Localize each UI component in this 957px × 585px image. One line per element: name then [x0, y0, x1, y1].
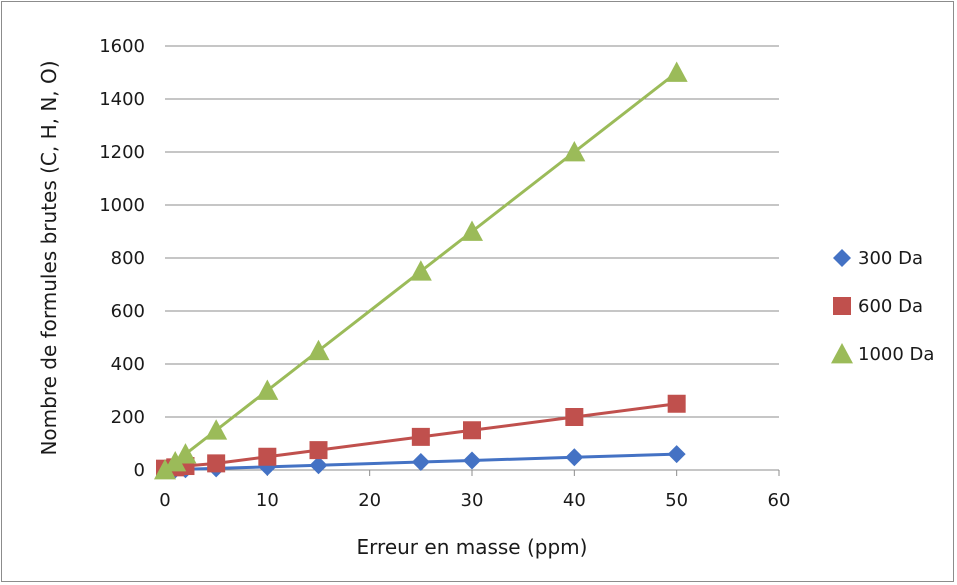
x-tick-label: 60	[768, 490, 791, 511]
data-point	[563, 141, 586, 162]
data-point	[309, 441, 328, 460]
legend-item: 1000 Da	[831, 343, 934, 365]
data-point	[309, 456, 328, 475]
legend-marker	[833, 249, 851, 267]
data-point	[207, 454, 226, 473]
y-tick-label: 0	[134, 460, 145, 481]
x-axis-title: Erreur en masse (ppm)	[357, 535, 588, 559]
data-point	[154, 459, 176, 480]
data-point	[463, 421, 481, 440]
data-point	[258, 447, 277, 466]
y-tick-label: 200	[111, 407, 145, 428]
data-point	[565, 448, 584, 467]
legend-item: 600 Da	[833, 296, 923, 317]
x-tick-label: 40	[563, 490, 586, 511]
data-point	[461, 220, 483, 241]
data-point	[411, 427, 430, 446]
y-tick-label: 1600	[99, 36, 145, 57]
y-tick-label: 1200	[99, 142, 145, 163]
legend-label: 1000 Da	[858, 344, 934, 365]
y-axis-title: Nombre de formules brutes (C, H, N, O)	[37, 60, 61, 455]
series-2	[154, 61, 688, 480]
data-point	[164, 451, 187, 472]
y-tick-label: 600	[111, 301, 145, 322]
data-point	[667, 445, 686, 464]
x-tick-label: 30	[461, 490, 484, 511]
data-point	[307, 339, 330, 361]
x-tick-label: 50	[665, 490, 688, 511]
data-point	[256, 379, 279, 400]
y-tick-label: 1000	[99, 195, 145, 216]
legend-marker	[833, 297, 851, 315]
data-point	[665, 61, 688, 82]
data-point	[565, 408, 584, 426]
x-tick-label: 0	[159, 490, 170, 511]
legend: 300 Da 600 Da 1000 Da	[831, 248, 934, 365]
data-point	[411, 453, 430, 472]
data-point	[667, 394, 686, 413]
plot-area	[154, 61, 688, 480]
legend-label: 300 Da	[858, 248, 923, 269]
y-tick-label: 400	[111, 354, 145, 375]
y-tick-label: 1400	[99, 89, 145, 110]
data-point	[463, 451, 481, 470]
data-point	[409, 260, 432, 281]
legend-marker	[831, 343, 853, 364]
data-point	[205, 419, 228, 440]
x-tick-label: 20	[358, 490, 381, 511]
gridlines	[165, 45, 779, 418]
legend-item: 300 Da	[833, 248, 923, 269]
y-tick-label: 800	[111, 248, 145, 269]
x-tick-label: 10	[256, 490, 279, 511]
data-point	[174, 443, 197, 464]
legend-label: 600 Da	[858, 296, 923, 317]
